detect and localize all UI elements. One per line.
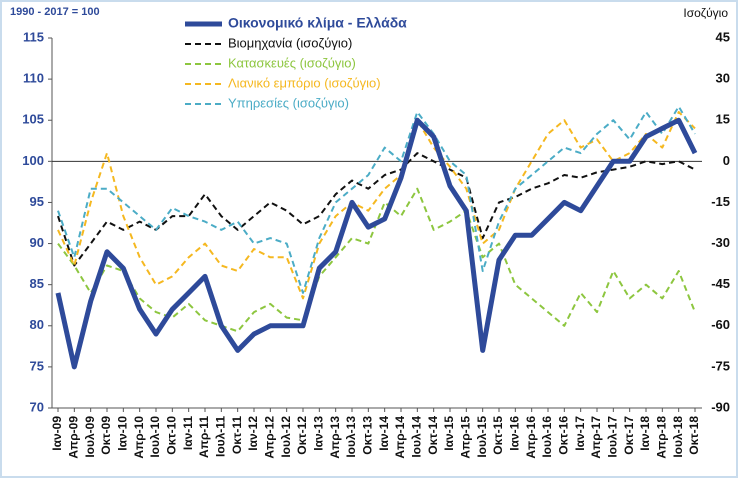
y-tick-label: 70 (30, 399, 44, 414)
x-tick-label: Ιαν-14 (377, 416, 391, 451)
x-tick-label: Ιουλ-12 (279, 416, 293, 458)
legend-label: Υπηρεσίες (ισοζύγιο) (228, 95, 349, 110)
series-line (55, 117, 698, 370)
x-tick-label: Απρ-13 (328, 416, 342, 459)
y2-tick-label: -60 (711, 317, 730, 332)
x-tick-label: Ιαν-09 (50, 416, 64, 451)
x-tick-label: Απρ-14 (393, 416, 407, 459)
x-tick-label: Απρ-16 (524, 416, 538, 459)
series-line (57, 111, 696, 300)
y2-tick-label: -90 (711, 399, 730, 414)
x-tick-label: Οκτ-13 (361, 416, 375, 455)
x-tick-label: Ιουλ-13 (344, 416, 358, 458)
series-line (57, 152, 696, 267)
legend-label: Λιανικό εμπόριο (ισοζύγιο) (228, 75, 381, 90)
x-tick-label: Ιαν-15 (442, 416, 456, 451)
x-tick-label: Απρ-09 (67, 416, 81, 459)
x-tick-label: Οκτ-11 (230, 416, 244, 454)
x-tick-label: Ιαν-11 (181, 416, 195, 450)
y2-label: Ισοζύγιο (683, 6, 728, 20)
x-tick-label: Ιουλ-14 (410, 416, 424, 458)
x-tick-label: Ιουλ-09 (83, 416, 97, 458)
y2-tick-label: 0 (723, 153, 730, 168)
x-tick-label: Ιαν-16 (508, 416, 522, 451)
y2-tick-label: -15 (711, 194, 730, 209)
x-tick-label: Απρ-15 (459, 416, 473, 459)
y2-tick-label: -45 (711, 276, 730, 291)
y2-tick-label: 45 (716, 29, 730, 44)
legend-label: Οικονομικό κλίμα - Ελλάδα (228, 15, 407, 31)
x-tick-label: Ιαν-18 (638, 416, 652, 451)
x-tick-label: Ιαν-10 (116, 416, 130, 451)
y-tick-label: 115 (23, 29, 44, 44)
y-tick-label: 85 (30, 276, 44, 291)
x-tick-label: Οκτ-10 (165, 416, 179, 455)
y2-tick-label: 30 (716, 71, 730, 86)
x-tick-label: Οκτ-18 (687, 416, 701, 455)
y-tick-label: 75 (30, 358, 44, 373)
x-tick-label: Ιαν-13 (312, 416, 326, 451)
y2-tick-label: -30 (711, 235, 730, 250)
y2-tick-label: -75 (711, 358, 730, 373)
series-line (57, 105, 696, 294)
x-tick-label: Απρ-18 (655, 416, 669, 459)
y-tick-label: 105 (22, 112, 44, 127)
x-tick-label: Ιαν-12 (246, 416, 260, 451)
y-tick-label: 110 (23, 71, 44, 86)
x-tick-label: Ιαν-17 (573, 416, 587, 451)
x-tick-label: Ιουλ-17 (606, 416, 620, 458)
x-tick-label: Απρ-17 (589, 416, 603, 459)
x-tick-label: Απρ-10 (132, 416, 146, 459)
y-tick-label: 100 (22, 153, 44, 168)
x-tick-label: Οκτ-16 (557, 416, 571, 455)
x-tick-label: Ιουλ-16 (540, 416, 554, 458)
x-tick-label: Οκτ-15 (491, 416, 505, 455)
x-tick-label: Οκτ-09 (99, 416, 113, 455)
x-tick-label: Ιουλ-15 (475, 416, 489, 458)
y2-tick-label: 15 (716, 112, 730, 127)
x-tick-label: Ιουλ-18 (671, 416, 685, 458)
x-tick-label: Απρ-11 (197, 416, 211, 458)
x-tick-label: Οκτ-12 (295, 416, 309, 455)
x-tick-label: Ιουλ-11 (214, 416, 228, 457)
legend-label: Κατασκευές (ισοζύγιο) (228, 55, 356, 70)
x-tick-label: Ιουλ-10 (148, 416, 162, 458)
y-tick-label: 90 (30, 235, 44, 250)
y-tick-label: 80 (30, 317, 44, 332)
x-tick-label: Οκτ-17 (622, 416, 636, 455)
legend-label: Βιομηχανία (ισοζύγιο) (228, 35, 352, 50)
y-tick-label: 95 (30, 194, 44, 209)
base-label: 1990 - 2017 = 100 (10, 6, 100, 18)
x-tick-label: Οκτ-14 (426, 416, 440, 455)
x-tick-label: Απρ-12 (263, 416, 277, 459)
